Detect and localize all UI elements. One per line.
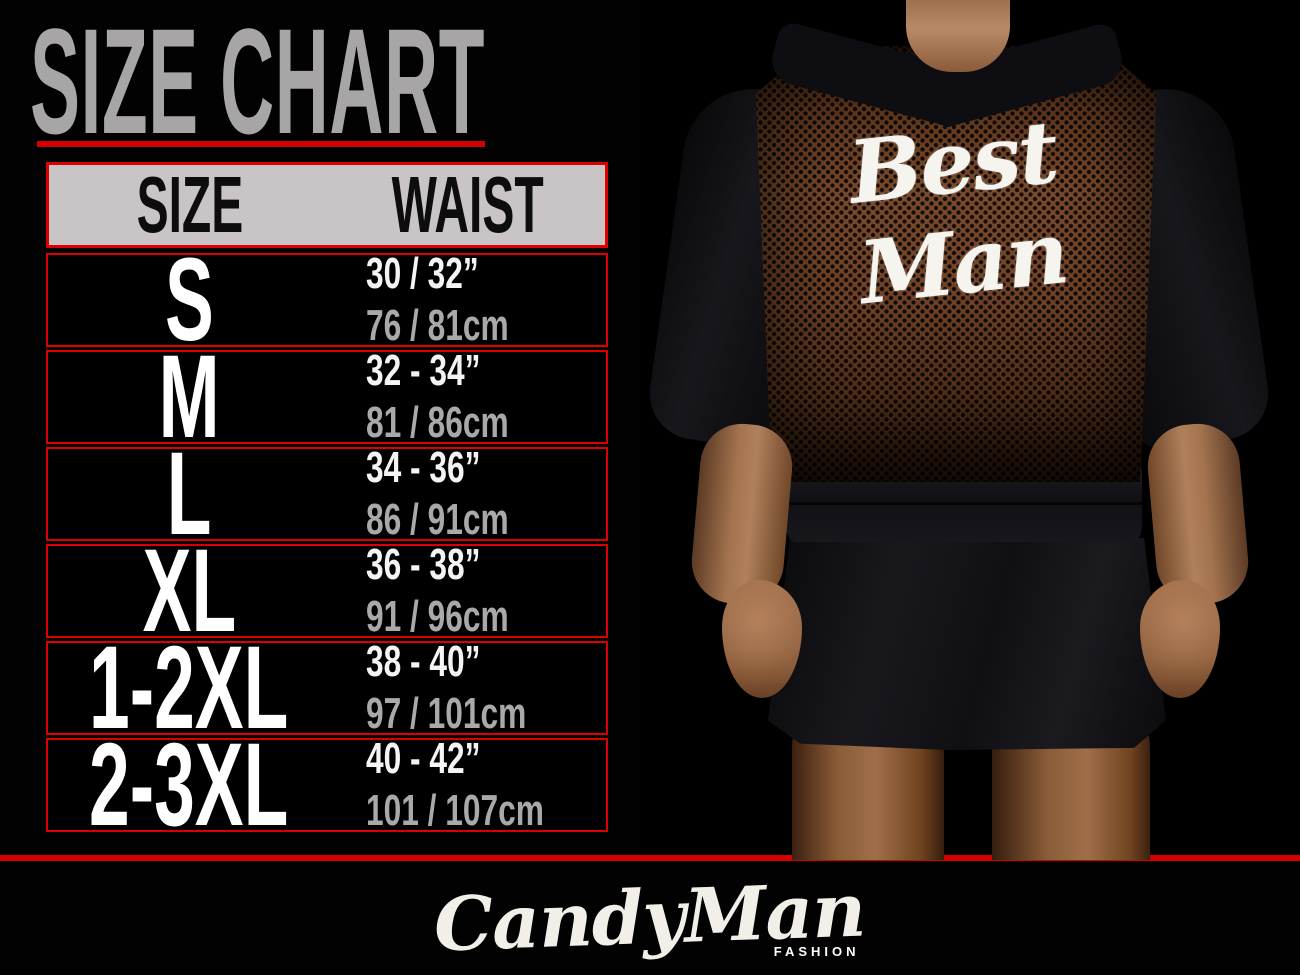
size-label: S [164,234,214,366]
footer-separator-line [0,855,1300,861]
model-right-forearm [1144,420,1252,608]
waist-inches: 30 / 32” [366,249,479,298]
waist-inches: 40 - 42” [366,734,481,783]
table-row: S 30 / 32” 76 / 81cm [46,241,608,359]
table-row: L 34 - 36” 86 / 91cm [46,435,608,553]
belt-seam [786,501,1142,505]
waist-cm: 86 / 91cm [366,495,509,544]
waist-cell: 30 / 32” 76 / 81cm [330,249,606,350]
size-cell: L [48,435,330,553]
header-cell-size: SIZE [49,165,331,245]
waist-cm: 97 / 101cm [366,689,527,738]
waist-cm: 101 / 107cm [366,786,544,835]
size-label: L [166,428,212,560]
size-cell: 2-3XL [48,726,330,844]
waist-cm: 91 / 96cm [366,592,509,641]
waist-cell: 32 - 34” 81 / 86cm [330,346,606,447]
size-label: 2-3XL [89,719,289,851]
model-left-forearm [688,420,796,608]
size-label: XL [142,525,236,657]
brand-logo: CandyMan FASHION [433,868,867,969]
waist-inches: 38 - 40” [366,637,481,686]
table-row: 2-3XL 40 - 42” 101 / 107cm [46,726,608,844]
waist-cm: 81 / 86cm [366,398,509,447]
waist-cell: 34 - 36” 86 / 91cm [330,443,606,544]
waist-inches: 34 - 36” [366,443,481,492]
size-cell: M [48,338,330,456]
model-left-hand [722,580,802,698]
title-underline [37,141,485,147]
size-cell: S [48,241,330,359]
waist-inches: 36 - 38” [366,540,481,589]
table-row: XL 36 - 38” 91 / 96cm [46,532,608,650]
table-row: 1-2XL 38 - 40” 97 / 101cm [46,629,608,747]
size-cell: 1-2XL [48,629,330,747]
header-waist-label: WAIST [391,160,544,249]
size-table: SIZE WAIST S 30 / 32” 76 / 81cm M 32 - 3… [46,162,608,844]
table-header-row: SIZE WAIST [46,162,608,248]
model-photo: Best Man [640,0,1300,860]
brand-footer: CandyMan FASHION [0,861,1300,975]
robe-skirt [768,538,1166,750]
model-neck [906,0,1010,72]
header-size-label: SIZE [136,160,244,249]
waist-inches: 32 - 34” [366,346,481,395]
waist-cm: 76 / 81cm [366,301,509,350]
size-label: M [158,331,220,463]
brand-sub-label: FASHION [773,944,860,959]
page-title: SIZE CHART [30,0,485,165]
size-label: 1-2XL [89,622,289,754]
waist-cell: 38 - 40” 97 / 101cm [330,637,606,738]
model-right-hand [1140,580,1220,698]
table-row: M 32 - 34” 81 / 86cm [46,338,608,456]
header-cell-waist: WAIST [331,165,605,245]
size-cell: XL [48,532,330,650]
mesh-back-panel [756,46,1156,482]
waist-cell: 36 - 38” 91 / 96cm [330,540,606,641]
waist-cell: 40 - 42” 101 / 107cm [330,734,613,835]
